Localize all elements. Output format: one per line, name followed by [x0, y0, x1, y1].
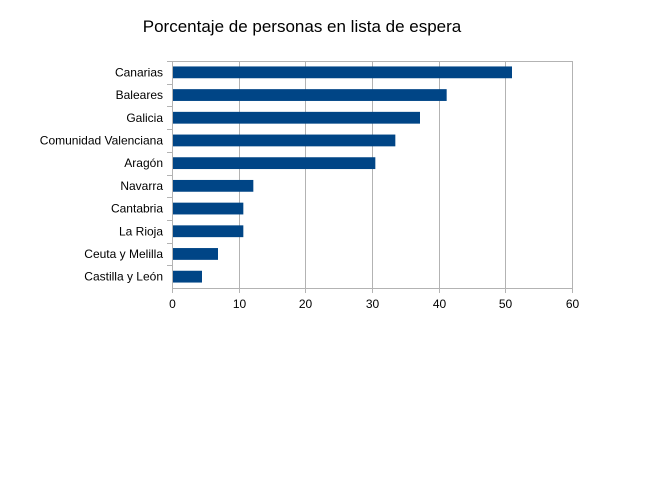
x-tick-label: 40 [433, 297, 447, 311]
bar-comunidad-valenciana [173, 134, 396, 147]
bar-la-rioja [173, 225, 244, 238]
x-tick-label: 0 [169, 297, 176, 311]
category-label-cantabria: Cantabria [111, 202, 163, 216]
bar-baleares [173, 89, 447, 101]
bar-ceuta-y-melilla [173, 248, 218, 260]
category-labels: Canarias Baleares Galicia Comunidad Valenci… [40, 61, 172, 284]
category-label-aragon: Aragón [124, 156, 163, 170]
category-label-galicia: Galicia [126, 111, 163, 125]
bar-canarias [173, 66, 512, 79]
category-label-canarias: Canarias [115, 65, 163, 79]
chart-title: Porcentaje de personas en lista de esper… [143, 17, 462, 36]
category-label-ceuta-y-melilla: Ceuta y Melilla [84, 247, 163, 261]
bars [173, 66, 512, 283]
bar-navarra [173, 179, 254, 192]
x-axis-ticks: 0 10 20 30 40 50 60 [169, 288, 579, 311]
bar-galicia [173, 111, 420, 124]
bar-castilla-y-leon [173, 270, 202, 283]
category-label-la-rioja: La Rioja [119, 224, 163, 238]
category-label-castilla-y-leon: Castilla y León [84, 270, 163, 284]
bar-cantabria [173, 202, 244, 215]
x-tick-label: 50 [499, 297, 513, 311]
x-tick-label: 60 [566, 297, 580, 311]
x-tick-label: 20 [299, 297, 313, 311]
bar-aragon [173, 157, 376, 170]
category-label-navarra: Navarra [120, 179, 163, 193]
category-label-comunidad-valenciana: Comunidad Valenciana [40, 133, 164, 147]
x-tick-label: 10 [233, 297, 247, 311]
x-tick-label: 30 [366, 297, 380, 311]
category-label-baleares: Baleares [116, 88, 163, 102]
